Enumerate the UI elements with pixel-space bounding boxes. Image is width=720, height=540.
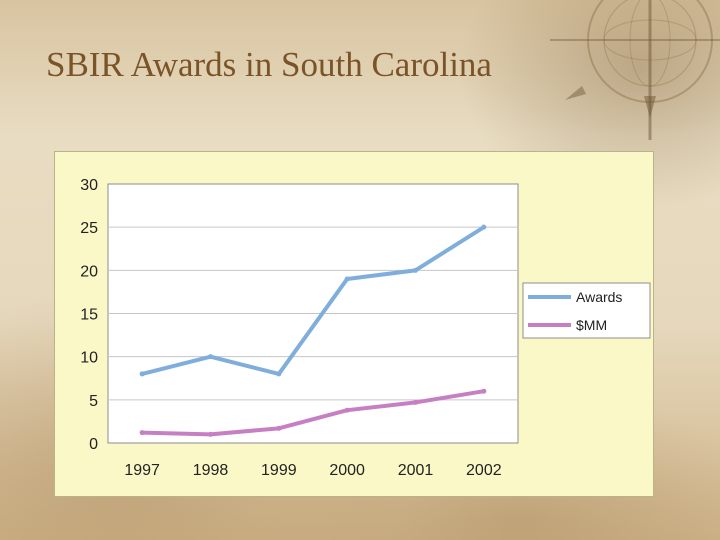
legend-label: Awards	[576, 289, 622, 305]
chart-panel: 0 5 10 15 20 25 30 1997 1998 1999 2000 2001 2002 Awar…	[54, 151, 654, 497]
slide-title: SBIR Awards in South Carolina	[46, 45, 492, 84]
y-tick-label: 0	[89, 436, 98, 453]
series-line-awards	[140, 225, 486, 376]
data-point	[344, 276, 350, 282]
y-tick-label: 5	[89, 393, 98, 410]
y-tick-label: 30	[80, 177, 98, 194]
x-tick-label: 1997	[124, 462, 160, 479]
data-point	[276, 371, 282, 377]
data-point	[344, 407, 350, 413]
data-point	[208, 354, 213, 360]
series-line-mm	[140, 389, 486, 437]
data-point	[413, 399, 418, 405]
compass-decoration	[550, 0, 720, 140]
legend-box	[522, 282, 651, 339]
x-tick-label: 1999	[261, 462, 297, 479]
data-point	[276, 425, 282, 431]
x-tick-label: 2000	[329, 462, 365, 479]
data-point	[208, 431, 213, 437]
line-chart: 0 5 10 15 20 25 30 1997 1998 1999 2000 2001 2002 Awar…	[80, 177, 651, 479]
data-point	[481, 388, 487, 394]
data-point	[139, 430, 145, 436]
y-tick-label: 25	[80, 220, 98, 237]
x-tick-label: 1998	[193, 462, 229, 479]
data-point	[139, 371, 145, 377]
y-tick-label: 10	[80, 350, 98, 367]
y-tick-label: 15	[80, 307, 98, 324]
data-point	[481, 224, 487, 230]
legend-label: $MM	[576, 317, 607, 333]
data-point	[413, 267, 418, 273]
x-tick-label: 2001	[398, 462, 434, 479]
y-tick-label: 20	[80, 263, 98, 280]
x-tick-label: 2002	[466, 462, 502, 479]
